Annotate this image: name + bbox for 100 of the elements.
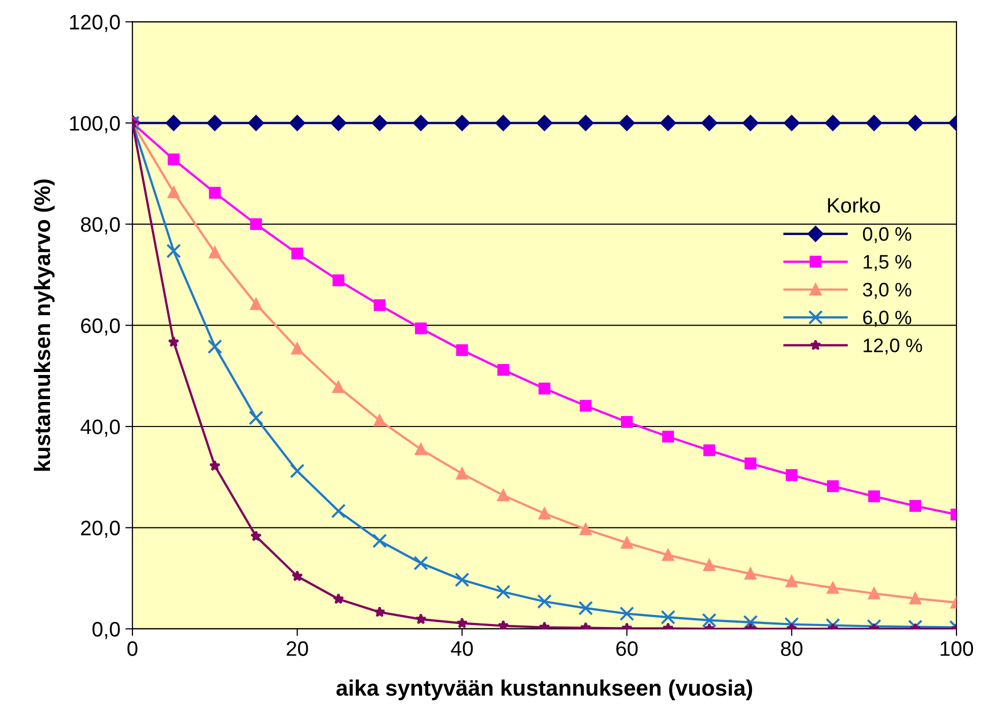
point — [456, 468, 468, 480]
point — [454, 115, 470, 131]
point — [620, 416, 633, 428]
x-tick-label: 60 — [616, 641, 638, 656]
point — [907, 115, 924, 131]
point — [578, 115, 594, 131]
legend-label: 12,0 % — [864, 338, 922, 355]
point — [374, 414, 386, 426]
point — [742, 115, 758, 131]
legend-label: 6,0 % — [863, 310, 912, 327]
x-axis-title: aika syntyvään kustannukseen (vuosia) — [336, 680, 752, 700]
point — [662, 549, 674, 561]
point — [250, 298, 262, 310]
legend-label: 3,0 % — [862, 282, 912, 299]
point — [497, 364, 510, 376]
point — [620, 536, 633, 549]
point — [537, 594, 552, 609]
point — [291, 248, 304, 260]
point — [618, 115, 635, 131]
point — [620, 606, 634, 621]
legend-label: 0,0 % — [862, 227, 912, 244]
point — [372, 534, 387, 548]
point — [331, 504, 346, 518]
x-tick-label: 80 — [780, 641, 802, 656]
point — [291, 342, 304, 355]
point — [824, 115, 841, 131]
point — [703, 559, 716, 572]
point — [206, 115, 223, 131]
point — [414, 322, 427, 334]
point — [868, 588, 880, 600]
point — [784, 115, 800, 131]
y-tick-label: 80,0 — [80, 217, 120, 234]
point — [660, 610, 676, 625]
point — [166, 115, 182, 131]
point — [374, 299, 386, 312]
point — [248, 115, 264, 131]
y-tick-label: 120,0 — [70, 14, 120, 32]
y-axis-title: kustannuksen nykyarvo (%) — [34, 179, 55, 471]
x-tick-label: 0 — [127, 641, 138, 656]
point — [744, 568, 756, 580]
point — [168, 186, 180, 198]
point — [538, 382, 550, 394]
point — [497, 489, 510, 502]
point — [208, 186, 221, 199]
point — [826, 480, 839, 492]
point — [374, 606, 386, 618]
y-tick-label: 0,0 — [92, 622, 120, 640]
point — [292, 570, 303, 582]
point — [786, 575, 798, 588]
x-tick-label: 20 — [286, 641, 308, 656]
point — [784, 617, 799, 629]
x-tick-label: 40 — [450, 641, 473, 656]
legend-label: 1,5 % — [864, 255, 912, 272]
point — [538, 508, 550, 520]
point — [660, 115, 676, 131]
point — [332, 381, 344, 393]
point — [702, 612, 717, 628]
point — [536, 115, 552, 131]
point — [744, 458, 756, 470]
y-tick-label: 60,0 — [81, 318, 120, 336]
point — [250, 530, 262, 542]
point — [496, 584, 511, 600]
point — [289, 115, 306, 131]
point — [580, 400, 592, 412]
point — [209, 460, 221, 471]
point — [701, 115, 718, 131]
point — [412, 115, 429, 131]
x-tick-label: 100 — [940, 641, 974, 656]
point — [826, 582, 839, 594]
point — [456, 344, 468, 356]
point — [208, 339, 222, 354]
point — [168, 336, 180, 348]
point — [414, 556, 428, 570]
point — [454, 572, 470, 588]
point — [703, 444, 716, 456]
point — [909, 500, 922, 512]
y-tick-label: 20,0 — [81, 520, 120, 538]
point — [456, 617, 468, 628]
point — [909, 592, 922, 604]
point — [330, 115, 346, 131]
point — [168, 154, 180, 166]
point — [332, 274, 344, 286]
point — [866, 115, 882, 131]
point — [372, 115, 388, 131]
point — [248, 410, 264, 426]
point — [786, 469, 798, 481]
y-tick-label: 100,0 — [70, 116, 120, 134]
point — [290, 464, 305, 478]
point — [868, 490, 880, 502]
point — [208, 246, 221, 258]
point — [498, 620, 509, 629]
point — [414, 443, 427, 456]
point — [415, 613, 427, 624]
legend-title: Korko — [828, 197, 880, 213]
point — [495, 115, 512, 131]
point — [332, 593, 344, 604]
point — [580, 523, 592, 536]
point — [250, 218, 262, 230]
y-tick-label: 40,0 — [80, 420, 120, 437]
point — [578, 600, 593, 616]
